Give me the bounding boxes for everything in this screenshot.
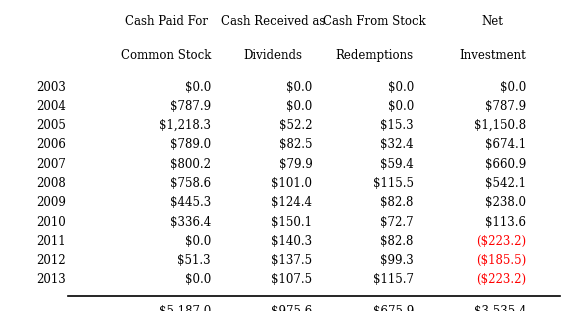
Text: $82.5: $82.5	[279, 138, 312, 151]
Text: $975.6: $975.6	[271, 305, 312, 311]
Text: $787.9: $787.9	[170, 100, 211, 113]
Text: $107.5: $107.5	[271, 273, 312, 286]
Text: $0.0: $0.0	[286, 81, 312, 94]
Text: 2013: 2013	[37, 273, 66, 286]
Text: $238.0: $238.0	[485, 196, 526, 209]
Text: $52.2: $52.2	[279, 119, 312, 132]
Text: ($185.5): ($185.5)	[476, 254, 526, 267]
Text: 2011: 2011	[37, 235, 66, 248]
Text: $79.9: $79.9	[279, 158, 312, 171]
Text: ($223.2): ($223.2)	[476, 235, 526, 248]
Text: 2004: 2004	[37, 100, 66, 113]
Text: $542.1: $542.1	[485, 177, 526, 190]
Text: $0.0: $0.0	[286, 100, 312, 113]
Text: $1,150.8: $1,150.8	[474, 119, 526, 132]
Text: $660.9: $660.9	[485, 158, 526, 171]
Text: $758.6: $758.6	[170, 177, 211, 190]
Text: 2010: 2010	[37, 216, 66, 229]
Text: $1,218.3: $1,218.3	[159, 119, 211, 132]
Text: $115.7: $115.7	[373, 273, 414, 286]
Text: $674.1: $674.1	[485, 138, 526, 151]
Text: $445.3: $445.3	[170, 196, 211, 209]
Text: 2009: 2009	[37, 196, 66, 209]
Text: $0.0: $0.0	[185, 273, 211, 286]
Text: $82.8: $82.8	[381, 196, 414, 209]
Text: 2007: 2007	[37, 158, 66, 171]
Text: Redemptions: Redemptions	[336, 49, 413, 63]
Text: $0.0: $0.0	[387, 81, 414, 94]
Text: $0.0: $0.0	[500, 81, 526, 94]
Text: 2005: 2005	[37, 119, 66, 132]
Text: Cash Paid For: Cash Paid For	[124, 15, 208, 28]
Text: $51.3: $51.3	[177, 254, 211, 267]
Text: $0.0: $0.0	[387, 100, 414, 113]
Text: $675.9: $675.9	[373, 305, 414, 311]
Text: $99.3: $99.3	[380, 254, 414, 267]
Text: 2003: 2003	[37, 81, 66, 94]
Text: ($223.2): ($223.2)	[476, 273, 526, 286]
Text: $789.0: $789.0	[170, 138, 211, 151]
Text: $124.4: $124.4	[271, 196, 312, 209]
Text: $150.1: $150.1	[271, 216, 312, 229]
Text: Investment: Investment	[459, 49, 526, 63]
Text: $59.4: $59.4	[380, 158, 414, 171]
Text: $115.5: $115.5	[373, 177, 414, 190]
Text: Common Stock: Common Stock	[121, 49, 211, 63]
Text: $787.9: $787.9	[485, 100, 526, 113]
Text: Dividends: Dividends	[244, 49, 302, 63]
Text: $800.2: $800.2	[170, 158, 211, 171]
Text: $5,187.0: $5,187.0	[159, 305, 211, 311]
Text: $72.7: $72.7	[380, 216, 414, 229]
Text: $3,535.4: $3,535.4	[474, 305, 526, 311]
Text: 2008: 2008	[37, 177, 66, 190]
Text: $32.4: $32.4	[380, 138, 414, 151]
Text: $336.4: $336.4	[170, 216, 211, 229]
Text: Cash From Stock: Cash From Stock	[323, 15, 426, 28]
Text: $15.3: $15.3	[380, 119, 414, 132]
Text: Net: Net	[482, 15, 503, 28]
Text: $140.3: $140.3	[271, 235, 312, 248]
Text: 2006: 2006	[37, 138, 66, 151]
Text: $82.8: $82.8	[381, 235, 414, 248]
Text: $113.6: $113.6	[485, 216, 526, 229]
Text: 2012: 2012	[37, 254, 66, 267]
Text: $137.5: $137.5	[271, 254, 312, 267]
Text: $0.0: $0.0	[185, 81, 211, 94]
Text: $0.0: $0.0	[185, 235, 211, 248]
Text: $101.0: $101.0	[271, 177, 312, 190]
Text: Cash Received as: Cash Received as	[221, 15, 325, 28]
